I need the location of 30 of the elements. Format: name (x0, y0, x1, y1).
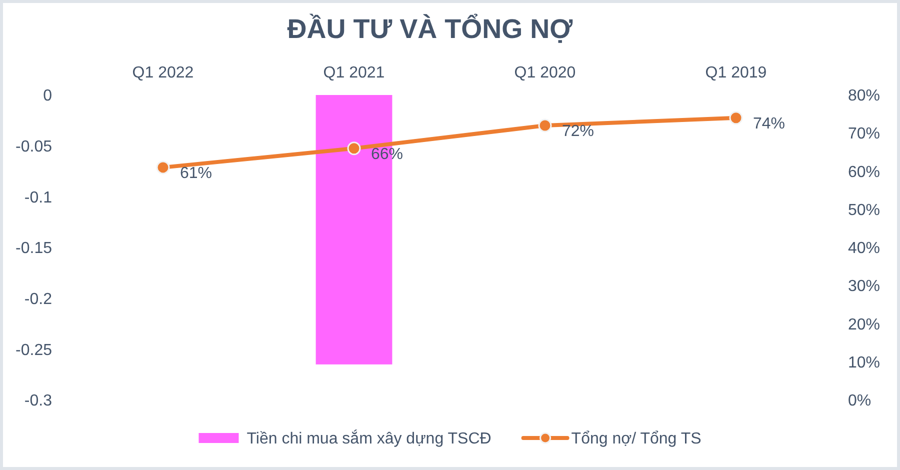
y2-tick-label: 50% (848, 202, 880, 219)
y2-tick-label: 0% (848, 392, 872, 410)
x-tick-label: Q1 2021 (323, 64, 385, 82)
y-tick-label: 0 (43, 88, 52, 105)
point (538, 118, 552, 132)
y2-tick-label: 80% (848, 88, 880, 105)
y-tick-label: -0.25 (16, 342, 52, 359)
x-tick-label: Q1 2019 (705, 64, 767, 82)
point (347, 142, 361, 156)
legend-label: Tổng nợ/ Tổng TS (571, 430, 702, 448)
y2-tick-label: 10% (848, 354, 880, 372)
y-tick-label: -0.05 (16, 138, 52, 156)
y2-tick-label: 60% (848, 164, 880, 181)
legend-label: Tiền chi mua sắm xây dựng TSCĐ (246, 430, 492, 448)
y-tick-label: -0.15 (16, 240, 52, 258)
y2-tick-label: 30% (848, 278, 880, 296)
point (729, 111, 743, 125)
y-tick-label: -0.3 (24, 392, 52, 410)
point (156, 160, 170, 174)
x-tick-label: Q1 2020 (514, 64, 576, 82)
data-label: 74% (753, 115, 786, 132)
y2-tick-label: 70% (848, 126, 880, 143)
data-label: 72% (562, 123, 594, 140)
y2-tick-label: 40% (848, 240, 880, 258)
data-label: 61% (180, 165, 212, 182)
x-tick-label: Q1 2022 (132, 64, 194, 82)
y-tick-label: -0.1 (24, 189, 52, 206)
y2-tick-label: 20% (848, 316, 880, 334)
chart-title: ĐẦU TƯ VÀ TỔNG NỢ (287, 13, 573, 44)
y-tick-label: -0.2 (24, 290, 52, 308)
